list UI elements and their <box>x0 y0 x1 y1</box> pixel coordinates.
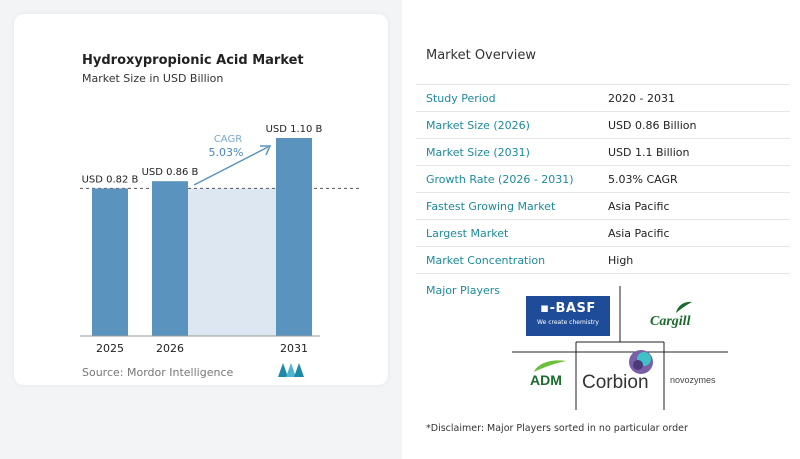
table-row: Study Period 2020 - 2031 <box>416 85 790 112</box>
cagr-arrow-head <box>260 145 272 156</box>
cagr-value: 5.03% <box>209 146 244 159</box>
bar-2031 <box>276 138 312 336</box>
x-tick-label: 2031 <box>280 342 308 355</box>
bar-2026 <box>152 181 188 336</box>
corbion-mark-icon <box>629 350 653 374</box>
row-label: Market Concentration <box>426 253 546 267</box>
cargill-leaf-icon <box>676 301 692 313</box>
row-value: 2020 - 2031 <box>608 91 675 105</box>
data-label-2025: USD 0.82 B <box>82 174 139 185</box>
table-row: Largest Market Asia Pacific <box>416 220 790 247</box>
row-value: Asia Pacific <box>608 226 670 240</box>
row-value: USD 1.1 Billion <box>608 145 690 159</box>
corbion-logo: Corbion <box>582 372 649 393</box>
chart-subtitle: Market Size in USD Billion <box>82 72 224 85</box>
row-label: Market Size (2031) <box>426 145 530 159</box>
basf-logo: ▪-BASF We create chemistry <box>526 296 610 336</box>
cargill-logo: Cargill <box>650 314 691 329</box>
market-overview-panel: Market Overview Study Period 2020 - 2031 … <box>402 0 800 459</box>
players-grid <box>512 286 728 410</box>
row-label: Fastest Growing Market <box>426 199 556 213</box>
projection-shade <box>188 188 276 336</box>
row-value: USD 0.86 Billion <box>608 118 697 132</box>
basf-mark: ▪-BASF <box>540 301 596 316</box>
chart-source: Source: Mordor Intelligence <box>82 366 234 379</box>
table-row: Growth Rate (2026 - 2031) 5.03% CAGR <box>416 166 790 193</box>
data-label-2026: USD 0.86 B <box>142 167 199 178</box>
adm-logo: ADM <box>530 372 562 388</box>
bar-chart: USD 0.82 B 2025 USD 0.86 B 2026 USD 1.10 B 20… <box>80 124 360 355</box>
x-tick-label: 2025 <box>96 342 124 355</box>
row-label: Market Size (2026) <box>426 118 530 132</box>
bar-2025 <box>92 188 128 336</box>
disclaimer: *Disclaimer: Major Players sorted in no … <box>426 423 688 434</box>
cagr-label: CAGR <box>214 134 242 145</box>
table-row: Market Concentration High <box>416 247 790 274</box>
overview-table: Study Period 2020 - 2031 Market Size (202… <box>416 84 790 274</box>
row-label: Study Period <box>426 91 496 105</box>
chart-title: Hydroxypropionic Acid Market <box>82 53 304 68</box>
table-row: Market Size (2026) USD 0.86 Billion <box>416 112 790 139</box>
x-tick-label: 2026 <box>156 342 184 355</box>
row-value: 5.03% CAGR <box>608 172 678 186</box>
table-row: Fastest Growing Market Asia Pacific <box>416 193 790 220</box>
overview-title: Market Overview <box>426 48 537 63</box>
data-label-2031: USD 1.10 B <box>266 124 323 135</box>
cagr-arrow-line <box>193 146 269 186</box>
mordor-logo-icon <box>278 363 304 377</box>
row-value: High <box>608 253 634 267</box>
row-label: Largest Market <box>426 226 509 240</box>
players-title: Major Players <box>426 284 500 297</box>
adm-leaf-icon <box>534 360 566 372</box>
row-value: Asia Pacific <box>608 199 670 213</box>
novozymes-logo: novozymes <box>670 375 716 385</box>
row-label: Growth Rate (2026 - 2031) <box>426 172 574 186</box>
table-row: Market Size (2031) USD 1.1 Billion <box>416 139 790 166</box>
basf-tagline: We create chemistry <box>537 319 599 326</box>
